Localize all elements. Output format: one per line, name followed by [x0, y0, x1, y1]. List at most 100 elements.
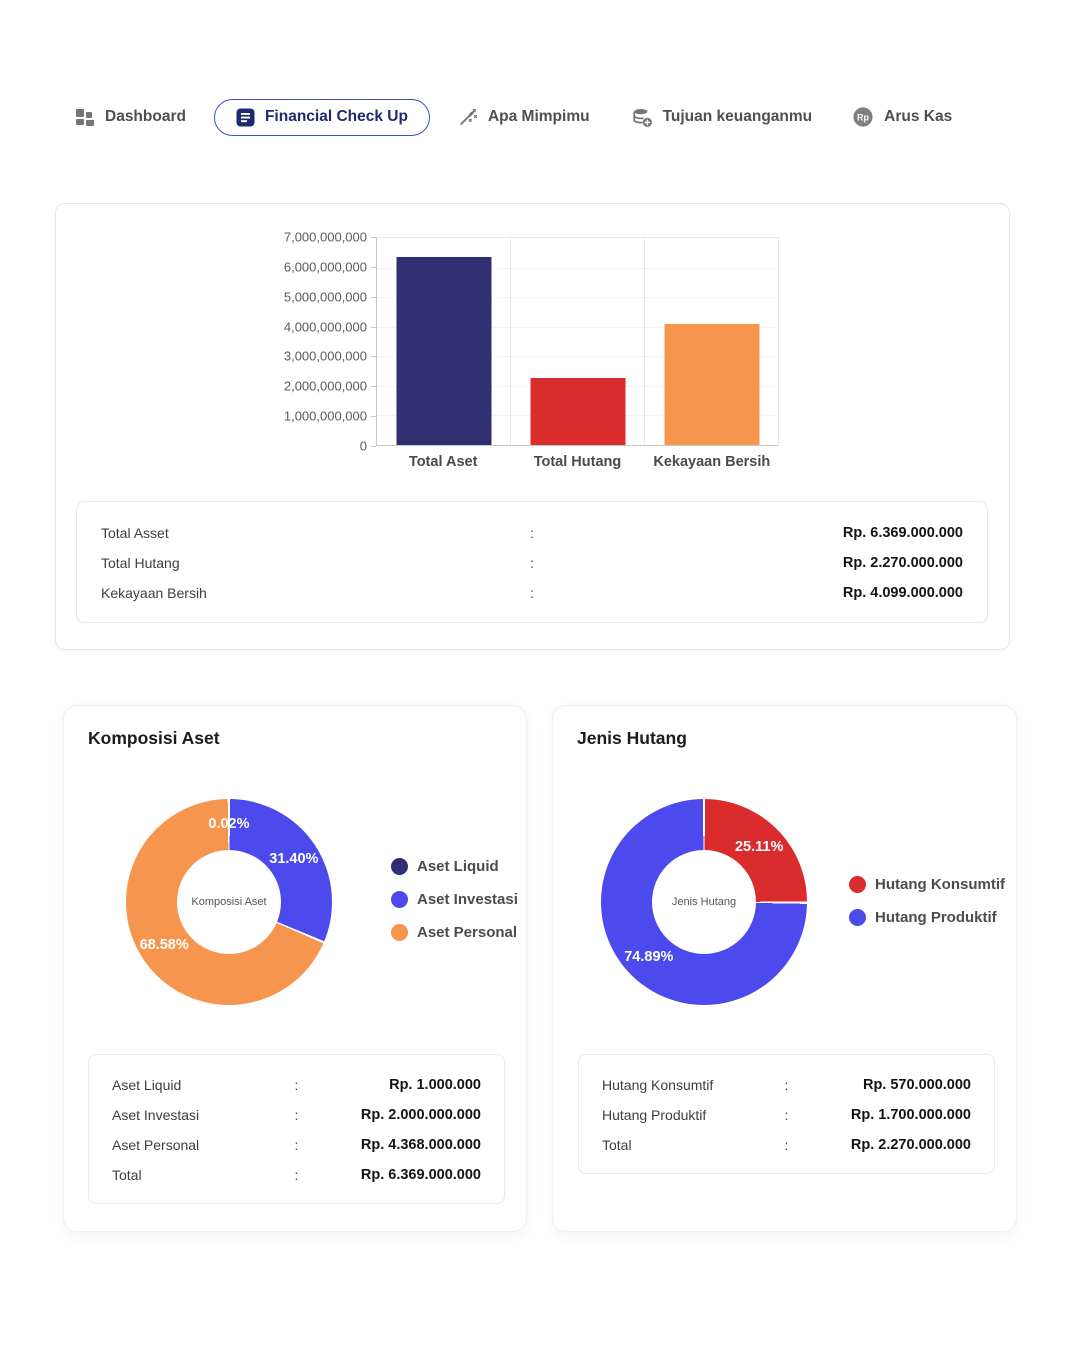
nav-item-tujuan-keuanganmu[interactable]: Tujuan keuanganmu: [632, 107, 812, 128]
rp-icon: Rp: [852, 106, 874, 128]
asset-composition-card: Komposisi Aset 31.40% 68.58% 0.02% Komposi…: [63, 705, 527, 1232]
y-tick-mark: [371, 386, 376, 388]
table-row: Aset Liquid : Rp. 1.000.000: [89, 1070, 504, 1100]
nav-label: Dashboard: [105, 108, 186, 125]
row-label: Hutang Konsumtif: [602, 1077, 714, 1093]
bar-total-hutang: [530, 377, 625, 445]
y-tick-mark: [371, 446, 376, 447]
bar-column: [377, 238, 510, 445]
table-row: Aset Investasi : Rp. 2.000.000.000: [89, 1100, 504, 1130]
y-tick-label: 4,000,000,000: [283, 319, 367, 335]
legend-item[interactable]: Aset Liquid: [391, 858, 518, 875]
y-tick-label: 6,000,000,000: [283, 259, 367, 275]
table-row: Hutang Konsumtif : Rp. 570.000.000: [579, 1070, 994, 1100]
y-tick-mark: [371, 266, 376, 268]
row-colon: :: [784, 1137, 789, 1153]
legend-label: Hutang Produktif: [875, 909, 997, 926]
nav-label: Apa Mimpimu: [487, 108, 590, 125]
row-value: Rp. 1.700.000.000: [850, 1107, 971, 1123]
gridline: [377, 326, 778, 328]
row-value: Rp. 6.369.000.000: [360, 1167, 481, 1183]
y-tick-mark: [371, 296, 376, 298]
y-tick-label: 3,000,000,000: [283, 348, 367, 364]
coins-plus-icon: [632, 107, 653, 128]
donut-hole: Jenis Hutang: [652, 850, 756, 954]
wand-icon: [458, 107, 478, 127]
nav-item-apa-mimpimu[interactable]: Apa Mimpimu: [458, 107, 590, 127]
row-label: Total: [112, 1167, 142, 1183]
x-category-label: Total Hutang: [533, 454, 622, 470]
row-colon: :: [294, 1167, 299, 1183]
debt-legend: Hutang Konsumtif Hutang Produktif: [849, 876, 1005, 926]
donut-percent-label: 31.40%: [269, 851, 319, 868]
summary-table: Total Asset : Rp. 6.369.000.000 Total Hu…: [76, 501, 988, 623]
y-tick-label: 0: [359, 438, 367, 454]
document-icon: [236, 108, 255, 127]
y-tick-mark: [371, 326, 376, 328]
top-navigation: Dashboard Financial Check Up: [75, 96, 952, 138]
row-colon: :: [784, 1107, 789, 1123]
card-title: Komposisi Aset: [88, 728, 220, 748]
gridline: [377, 267, 778, 269]
legend-color-dot: [849, 876, 866, 893]
bar-column: [510, 238, 644, 445]
row-label: Total Asset: [101, 525, 169, 541]
bar-chart-x-axis: Total Aset Total Hutang Kekayaan Bersih: [376, 454, 779, 470]
donut-center-label: Jenis Hutang: [671, 896, 737, 908]
table-row: Total Asset : Rp. 6.369.000.000: [77, 518, 987, 548]
row-value: Rp. 6.369.000.000: [842, 525, 963, 541]
donut-percent-label: 74.89%: [624, 948, 674, 965]
dashboard-icon: [75, 107, 95, 127]
row-colon: :: [294, 1077, 299, 1093]
table-row: Total : Rp. 2.270.000.000: [579, 1130, 994, 1160]
bar-chart-plot: [376, 237, 779, 446]
debt-table: Hutang Konsumtif : Rp. 570.000.000 Hutan…: [578, 1054, 995, 1174]
bar-total-aset: [396, 256, 491, 445]
row-value: Rp. 2.270.000.000: [850, 1137, 971, 1153]
y-tick-mark: [371, 237, 376, 238]
legend-color-dot: [849, 909, 866, 926]
y-tick-label: 7,000,000,000: [283, 229, 367, 245]
row-label: Total Hutang: [101, 555, 180, 571]
legend-item[interactable]: Hutang Produktif: [849, 909, 1005, 926]
row-label: Kekayaan Bersih: [101, 585, 207, 601]
nav-item-financial-check-up[interactable]: Financial Check Up: [213, 98, 430, 136]
donut-percent-label: 0.02%: [208, 816, 250, 833]
table-row: Total Hutang : Rp. 2.270.000.000: [77, 548, 987, 578]
asset-donut-chart: 31.40% 68.58% 0.02% Komposisi Aset: [126, 799, 332, 1005]
bar-column: [644, 238, 778, 445]
row-label: Total: [602, 1137, 632, 1153]
y-tick-label: 5,000,000,000: [283, 289, 367, 305]
row-value: Rp. 2.270.000.000: [842, 555, 963, 571]
nav-item-dashboard[interactable]: Dashboard: [75, 107, 186, 127]
y-tick-mark: [371, 416, 376, 418]
legend-item[interactable]: Aset Investasi: [391, 891, 518, 908]
asset-table: Aset Liquid : Rp. 1.000.000 Aset Investa…: [88, 1054, 505, 1204]
row-label: Aset Personal: [112, 1137, 200, 1153]
legend-color-dot: [391, 858, 408, 875]
legend-label: Aset Personal: [417, 924, 518, 941]
nav-label: Financial Check Up: [264, 108, 408, 125]
gridline: [377, 297, 778, 299]
bar-chart-y-axis: 7,000,000,000 6,000,000,000 5,000,000,000 4…: [261, 230, 376, 454]
nav-item-arus-kas[interactable]: Rp Arus Kas: [852, 106, 952, 128]
donut-hole: Komposisi Aset: [177, 850, 281, 954]
legend-label: Aset Liquid: [417, 858, 499, 875]
legend-item[interactable]: Aset Personal: [391, 924, 518, 941]
debt-donut-chart: 25.11% 74.89% Jenis Hutang: [601, 799, 807, 1005]
row-colon: :: [530, 585, 534, 601]
card-title: Jenis Hutang: [577, 728, 687, 748]
debt-type-card: Jenis Hutang 25.11% 74.89% Jenis Hutang H…: [552, 705, 1017, 1232]
row-value: Rp. 1.000.000: [389, 1077, 481, 1093]
legend-item[interactable]: Hutang Konsumtif: [849, 876, 1005, 893]
y-tick-label: 1,000,000,000: [283, 408, 367, 424]
row-value: Rp. 4.099.000.000: [842, 585, 963, 601]
x-category-label: Kekayaan Bersih: [653, 454, 771, 470]
row-colon: :: [530, 525, 534, 541]
gridline: [377, 356, 778, 358]
y-tick-mark: [371, 356, 376, 358]
donut-percent-label: 68.58%: [139, 936, 189, 953]
legend-color-dot: [391, 891, 408, 908]
legend-color-dot: [391, 924, 408, 941]
